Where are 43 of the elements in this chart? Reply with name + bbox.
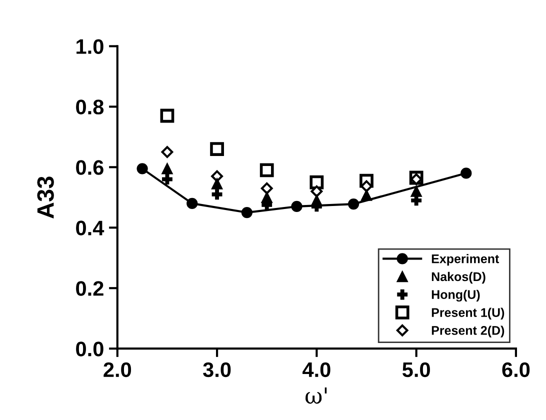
y-tick-label: 0.4 bbox=[76, 220, 104, 236]
y-tick-label: 0.6 bbox=[76, 160, 104, 175]
point bbox=[410, 186, 422, 197]
x-tick-label: 3.0 bbox=[203, 362, 231, 378]
point bbox=[360, 190, 372, 201]
point bbox=[241, 206, 252, 218]
point bbox=[211, 170, 223, 182]
legend-label: Present 1(U) bbox=[432, 308, 504, 320]
x-tick-label: 4.0 bbox=[302, 362, 330, 378]
point bbox=[210, 142, 224, 156]
point bbox=[260, 163, 274, 178]
point bbox=[162, 163, 173, 174]
point bbox=[211, 178, 223, 190]
y-tick-label: 1.0 bbox=[76, 39, 104, 54]
point bbox=[161, 146, 174, 158]
y-tick-label: 0.8 bbox=[76, 100, 104, 114]
legend-label: Experiment bbox=[432, 254, 500, 266]
x-tick-label: 6.0 bbox=[502, 362, 530, 378]
y-tick-label: 0.0 bbox=[76, 342, 104, 356]
y-axis-title: A33 bbox=[37, 176, 54, 218]
point bbox=[411, 195, 422, 206]
legend-label: Present 2(D) bbox=[432, 326, 504, 338]
point bbox=[310, 185, 323, 198]
point bbox=[186, 198, 198, 210]
x-tick-label: 5.0 bbox=[402, 362, 430, 378]
legend-label: Hong(U) bbox=[432, 290, 480, 302]
y-tick-label: 0.2 bbox=[76, 281, 104, 296]
point bbox=[360, 180, 372, 192]
point bbox=[310, 175, 324, 190]
point bbox=[311, 194, 322, 206]
point bbox=[360, 174, 374, 188]
legend-label: Nakos(D) bbox=[432, 272, 486, 284]
point bbox=[136, 163, 148, 174]
point bbox=[291, 200, 302, 212]
point bbox=[212, 189, 222, 200]
point bbox=[260, 182, 273, 194]
x-axis-title: ω' bbox=[306, 387, 327, 404]
point bbox=[460, 168, 472, 179]
point bbox=[162, 174, 172, 184]
point bbox=[348, 198, 360, 210]
point bbox=[261, 192, 272, 203]
x-tick-label: 2.0 bbox=[104, 362, 132, 378]
point bbox=[160, 108, 174, 123]
